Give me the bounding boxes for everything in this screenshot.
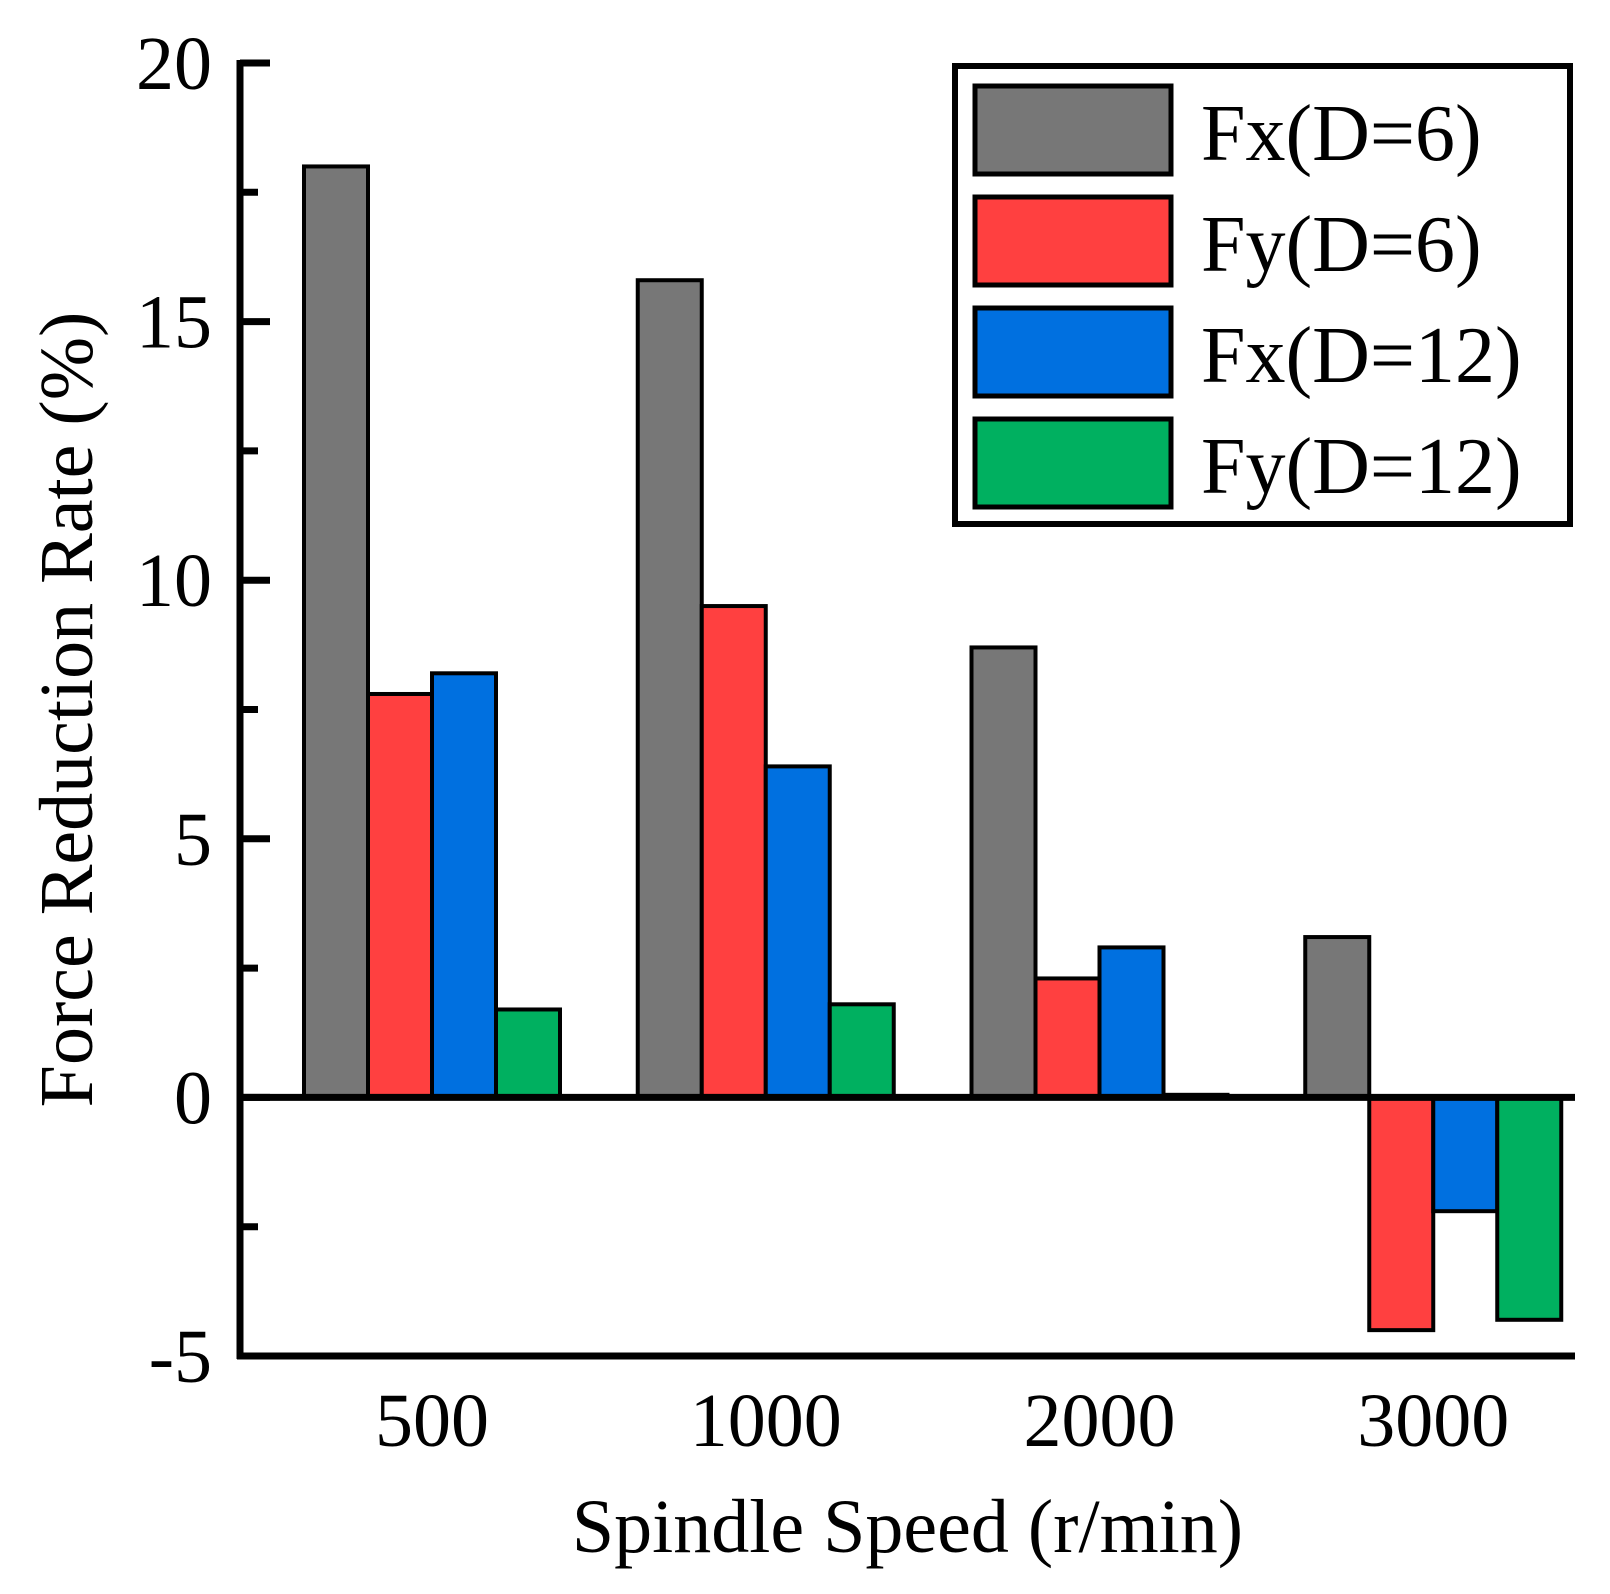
y-tick-label: 20 bbox=[136, 22, 212, 106]
axes-layer: -5 0 5 10 15 20 500 1000 2000 3000 bbox=[136, 22, 1575, 1463]
bar-fx-d-6-3000 bbox=[1303, 935, 1372, 1100]
x-tick-label-500: 500 bbox=[375, 1379, 489, 1463]
y-tick-label: 10 bbox=[136, 539, 212, 623]
x-axis-title: Spindle Speed (r/min) bbox=[572, 1485, 1243, 1569]
bar-fy-d-12-1000 bbox=[827, 1002, 896, 1100]
legend-label-fx-d-12: Fx(D=12) bbox=[1201, 312, 1522, 400]
legend-swatch-fx-d-12 bbox=[972, 305, 1174, 399]
x-tick-label-1000: 1000 bbox=[690, 1379, 842, 1463]
x-axis-tick-labels: 500 1000 2000 3000 bbox=[375, 1379, 1509, 1463]
bar-fy-d-12-500 bbox=[494, 1007, 562, 1100]
legend-swatch-fx-d-6 bbox=[972, 83, 1174, 177]
y-tick-label: 5 bbox=[174, 798, 212, 882]
legend-label-fy-d-12: Fy(D=12) bbox=[1201, 423, 1522, 511]
x-tick-label-3000: 3000 bbox=[1357, 1379, 1509, 1463]
bar-fy-d-6-1000 bbox=[699, 604, 768, 1100]
legend-swatch-fy-d-12 bbox=[972, 416, 1174, 510]
bar-fy-d-6-500 bbox=[366, 691, 434, 1100]
bar-fy-d-6-2000 bbox=[1033, 976, 1102, 1100]
bar-fy-d-6-3000 bbox=[1367, 1095, 1436, 1333]
x-tick-label-2000: 2000 bbox=[1024, 1379, 1176, 1463]
y-axis-title: Force Reduction Rate (%) bbox=[25, 312, 109, 1108]
legend-swatch-fy-d-6 bbox=[972, 194, 1174, 288]
bar-fx-d-6-2000 bbox=[969, 645, 1038, 1100]
bar-fx-d-12-2000 bbox=[1097, 945, 1166, 1100]
legend-label-fx-d-6: Fx(D=6) bbox=[1201, 90, 1482, 178]
y-tick-label: 0 bbox=[174, 1056, 212, 1140]
bar-fx-d-6-1000 bbox=[635, 278, 704, 1100]
bar-fx-d-6-500 bbox=[302, 164, 370, 1100]
y-tick-label: 15 bbox=[136, 281, 212, 365]
legend: Fx(D=6) Fy(D=6) Fx(D=12) Fy(D=12) bbox=[952, 63, 1573, 527]
bar-fy-d-12-3000 bbox=[1495, 1095, 1564, 1322]
bar-fx-d-12-1000 bbox=[763, 764, 832, 1100]
bars-layer bbox=[302, 164, 1564, 1333]
bar-fx-d-12-3000 bbox=[1431, 1095, 1500, 1214]
bar-fx-d-12-500 bbox=[430, 671, 498, 1100]
y-axis-ticks: -5 0 5 10 15 20 bbox=[136, 22, 270, 1399]
legend-label-fy-d-6: Fy(D=6) bbox=[1201, 201, 1482, 289]
y-tick-label: -5 bbox=[149, 1315, 212, 1399]
